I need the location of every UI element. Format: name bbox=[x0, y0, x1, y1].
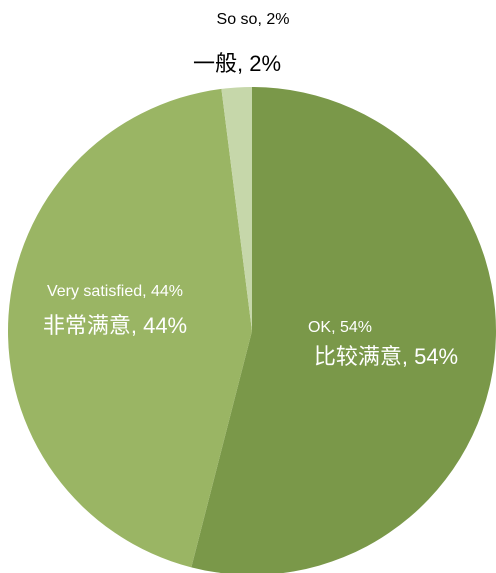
slice-label: Very satisfied, 44% bbox=[47, 283, 183, 300]
slice-label-zh: 比较满意, 54% bbox=[314, 344, 458, 369]
pie-slice bbox=[191, 87, 496, 573]
pie-slice bbox=[221, 87, 252, 331]
slice-label-zh: 一般, 2% bbox=[193, 51, 281, 76]
slice-label: So so, 2% bbox=[217, 11, 290, 28]
slice-label-zh: 非常满意, 44% bbox=[43, 313, 187, 338]
pie-slice bbox=[7, 88, 253, 568]
slice-label: OK, 54% bbox=[308, 319, 372, 336]
